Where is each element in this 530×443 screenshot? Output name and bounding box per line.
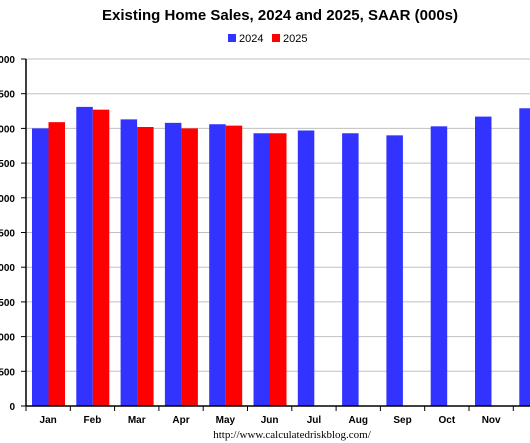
x-tick-label-Apr: Apr xyxy=(172,415,189,426)
x-axis-tick-labels: Jan Feb Mar Apr May Jun Jul Aug Sep Oct Nov xyxy=(40,415,501,426)
bar-2024-Feb xyxy=(76,106,93,407)
axes xyxy=(21,58,530,411)
bar-2025-Jun xyxy=(270,133,287,406)
x-tick-label-Mar: Mar xyxy=(128,415,146,426)
legend: 2024 2025 xyxy=(228,33,307,45)
bar-2024-Dec xyxy=(519,108,530,407)
x-tick-label-Jul: Jul xyxy=(307,415,322,426)
x-tick-label-Oct: Oct xyxy=(439,415,456,426)
bar-2024-Jan xyxy=(32,128,49,406)
x-tick-label-Sep: Sep xyxy=(393,415,411,426)
legend-swatch-2024 xyxy=(228,34,236,42)
x-tick-label-Feb: Feb xyxy=(84,415,102,426)
bar-2024-Nov xyxy=(475,116,492,407)
bar-2025-Mar xyxy=(137,127,154,407)
x-tick-label-Nov: Nov xyxy=(482,415,501,426)
bars xyxy=(32,106,530,407)
y-tick-label: 0 xyxy=(9,402,15,413)
y-tick-label: 1,000 xyxy=(0,333,15,344)
bar-2025-Feb xyxy=(92,109,110,407)
y-tick-label: 4,000 xyxy=(0,124,15,135)
y-tick-label: 2,500 xyxy=(0,229,15,240)
bar-2024-Oct xyxy=(430,126,448,407)
bar-2024-Mar xyxy=(120,119,138,407)
legend-label-2025: 2025 xyxy=(283,33,307,45)
source-url: http://www.calculatedriskblog.com/ xyxy=(213,429,371,441)
bar-2024-Sep xyxy=(386,135,403,406)
legend-label-2024: 2024 xyxy=(239,33,263,45)
bar-2024-Apr xyxy=(164,122,182,407)
x-tick-label-Jan: Jan xyxy=(40,415,57,426)
y-tick-label: 500 xyxy=(0,367,15,378)
y-tick-label: 5,000 xyxy=(0,55,15,66)
y-tick-label: 3,000 xyxy=(0,194,15,205)
bar-2024-Jun xyxy=(253,133,270,406)
y-tick-label: 2,000 xyxy=(0,263,15,274)
x-tick-label-May: May xyxy=(216,415,236,426)
y-tick-label: 1,500 xyxy=(0,298,15,309)
y-tick-label: 3,500 xyxy=(0,159,15,170)
x-tick-label-Jun: Jun xyxy=(261,415,279,426)
x-tick-label-Aug: Aug xyxy=(349,415,368,426)
bar-2024-May xyxy=(209,124,226,407)
y-axis-tick-labels: 0 500 1,000 1,500 2,000 2,500 3,000 3,500 4,000 4… xyxy=(0,55,15,413)
bar-2025-Apr xyxy=(181,128,198,406)
chart-title: Existing Home Sales, 2024 and 2025, SAAR… xyxy=(102,7,458,24)
bar-2025-Jan xyxy=(48,122,65,407)
bar-2024-Jul xyxy=(297,130,315,406)
bar-2024-Aug xyxy=(342,133,359,406)
bar-2025-May xyxy=(225,125,243,407)
y-tick-label: 4,500 xyxy=(0,90,15,101)
legend-swatch-2025 xyxy=(272,34,280,42)
